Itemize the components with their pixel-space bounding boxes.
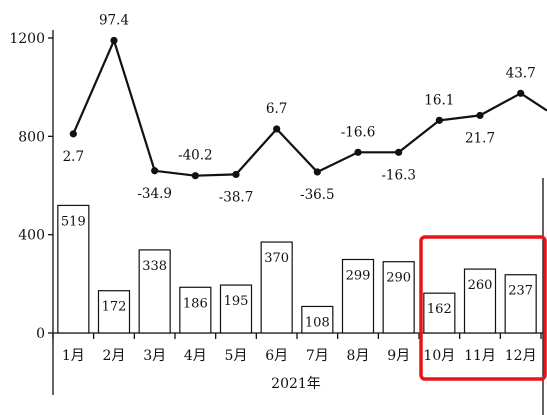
line-value-label: -40.2 xyxy=(178,148,213,164)
bar xyxy=(219,284,253,334)
bar-value-label: 195 xyxy=(224,294,249,309)
bar xyxy=(463,268,497,334)
line-value-label: -16.3 xyxy=(381,167,416,183)
bar xyxy=(504,274,537,334)
x-tick-label: 4月 xyxy=(184,348,207,364)
line-point xyxy=(273,125,281,133)
bar xyxy=(301,305,334,334)
bar-value-label: 299 xyxy=(346,268,371,283)
line-point xyxy=(435,116,443,124)
highlight-box xyxy=(419,235,547,381)
bar xyxy=(382,261,415,334)
x-tick-label: 5月 xyxy=(225,348,248,364)
bar-value-label: 370 xyxy=(264,251,289,266)
bar xyxy=(260,241,293,334)
line-value-label: -38.7 xyxy=(219,189,254,205)
bar xyxy=(423,292,456,334)
y-tick-label: 0 xyxy=(36,326,45,342)
line-value-label: -16.6 xyxy=(341,124,376,140)
bars xyxy=(57,204,537,334)
x-tick-label: 10月 xyxy=(423,348,455,364)
bar xyxy=(179,286,212,334)
x-tick-label: 2月 xyxy=(103,348,126,364)
line-value-label: 6.7 xyxy=(266,101,287,117)
line-point xyxy=(517,89,525,97)
line-point xyxy=(313,168,321,176)
x-tick-label: 11月 xyxy=(464,348,496,364)
bar-value-label: 186 xyxy=(183,296,208,311)
x-tick-label: 9月 xyxy=(387,348,410,364)
x-tick-label: 8月 xyxy=(347,348,370,364)
x-axis-label: 2021年 xyxy=(271,376,321,392)
line-point xyxy=(476,111,484,120)
x-tick-label: 12月 xyxy=(505,348,537,364)
line-point xyxy=(110,36,118,45)
line-value-label: 43.7 xyxy=(506,65,536,81)
bar-value-label: 519 xyxy=(61,214,86,229)
bar-value-label: 260 xyxy=(468,278,493,293)
line-point xyxy=(151,167,159,175)
bar-value-label: 162 xyxy=(427,302,452,317)
y-tick-label: 800 xyxy=(18,129,45,145)
bar-value-label: 338 xyxy=(142,259,167,274)
y-tick-label: 400 xyxy=(18,228,45,244)
x-tick-label: 6月 xyxy=(265,348,288,364)
line-point xyxy=(191,172,199,180)
series-line xyxy=(72,37,547,177)
line-point xyxy=(232,170,240,179)
bar-value-label: 108 xyxy=(305,315,330,330)
line-point xyxy=(354,148,362,156)
line-value-label: 97.4 xyxy=(99,12,129,28)
growth-line xyxy=(69,36,547,180)
bar-value-label: 172 xyxy=(102,300,127,315)
labels: 519 172 338 186 195 370 108 299 290 162 260 237 2.7 9… xyxy=(61,12,547,381)
line-value-label: 21.7 xyxy=(465,130,495,146)
x-tick-label: 7月 xyxy=(306,348,329,364)
x-tick-label: 3月 xyxy=(143,348,166,364)
bar xyxy=(138,249,171,334)
line-value-label: -36.5 xyxy=(300,187,335,203)
bar xyxy=(341,258,375,334)
y-tick-label: 1200 xyxy=(9,31,45,47)
line-value-label: -34.9 xyxy=(137,186,172,202)
x-tick-label: 1月 xyxy=(62,348,85,364)
bar xyxy=(57,204,90,334)
line-value-label: 2.7 xyxy=(63,149,84,165)
line-value-label: 16.1 xyxy=(424,92,454,108)
bar xyxy=(97,290,131,334)
line-point xyxy=(395,148,403,156)
axes: 0 400 800 1200 1月 2月 3月 4月 5月 6月 7月 8月 9月 10月 11月 12月 xyxy=(9,30,545,415)
bar-value-label: 290 xyxy=(386,271,411,286)
bar-value-label: 237 xyxy=(508,284,533,299)
line-point xyxy=(69,130,77,138)
